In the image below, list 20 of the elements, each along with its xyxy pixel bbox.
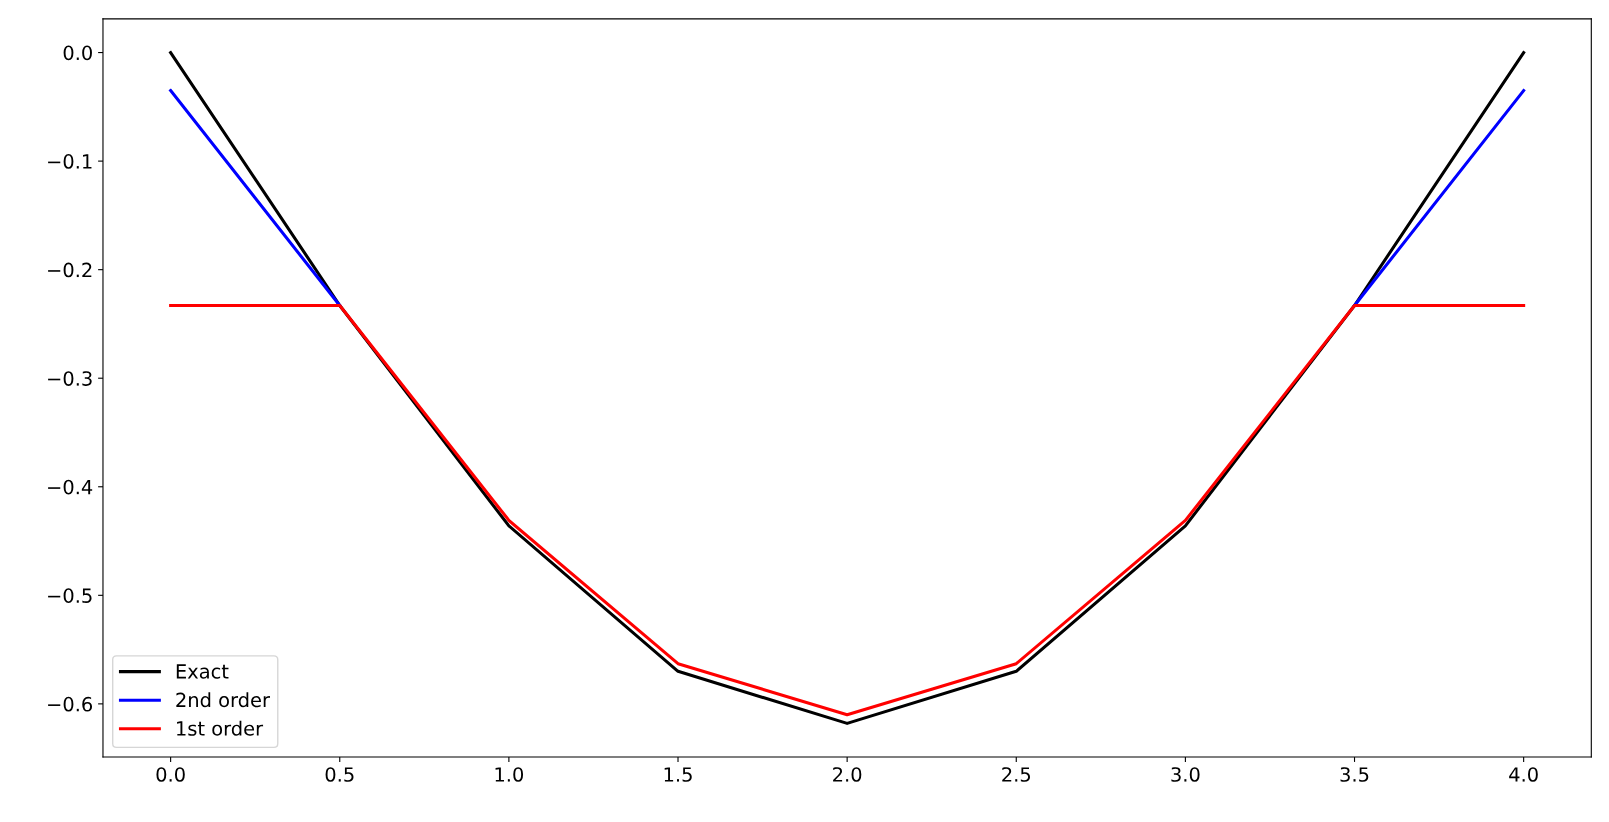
legend-label: 2nd order [176, 692, 270, 708]
legend-label: Exact [176, 664, 229, 679]
y-tick-label: −0.6 [48, 696, 93, 712]
line-series [169, 303, 1526, 717]
x-tick-label: 3.5 [1340, 767, 1369, 782]
y-tick-label: −0.4 [48, 479, 93, 495]
x-tick-label: 0.5 [325, 767, 354, 782]
x-tick-label: 4.0 [1509, 767, 1538, 782]
y-tick-label: 0.0 [63, 45, 92, 61]
x-tick-label: 3.0 [1171, 767, 1200, 782]
x-tick-label: 1.5 [664, 767, 692, 782]
x-tick-label: 0.0 [156, 767, 185, 782]
x-tick-label: 1.0 [495, 767, 524, 782]
x-tick-label: 2.0 [833, 767, 862, 782]
y-tick-label: −0.3 [48, 371, 92, 386]
y-tick-label: −0.5 [48, 588, 92, 603]
y-tick-label: −0.2 [48, 262, 92, 278]
x-tick-label: 2.5 [1002, 767, 1031, 782]
y-tick-label: −0.1 [48, 154, 92, 169]
legend-label: 1st order [177, 720, 264, 736]
